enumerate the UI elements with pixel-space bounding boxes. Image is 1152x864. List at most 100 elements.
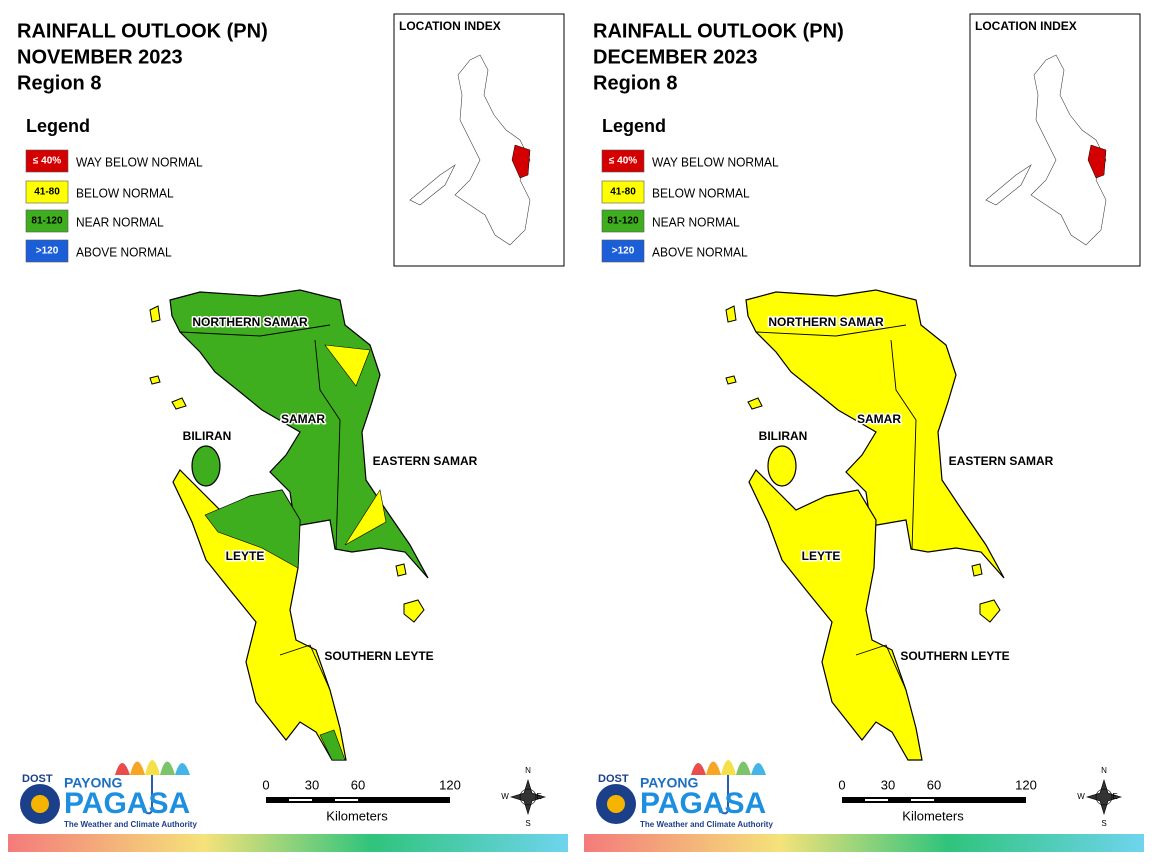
legend-swatch bbox=[601, 209, 645, 233]
province-boundary bbox=[855, 644, 907, 691]
region-highlight bbox=[1087, 144, 1107, 179]
islet bbox=[747, 397, 763, 410]
compass-letter: S bbox=[525, 819, 530, 828]
province-label: LEYTE bbox=[802, 549, 841, 563]
color-band bbox=[584, 834, 1144, 852]
biliran-island bbox=[191, 445, 221, 487]
compass-letter: N bbox=[1101, 766, 1107, 775]
title-line: RAINFALL OUTLOOK (PN) bbox=[593, 20, 844, 42]
scale-bar-gap bbox=[335, 799, 358, 801]
province-label: SOUTHERN LEYTE bbox=[900, 649, 1009, 663]
islet bbox=[149, 305, 161, 323]
umbrella-handle bbox=[144, 775, 153, 815]
legend-range: 81-120 bbox=[31, 216, 63, 227]
umbrella-panel bbox=[130, 761, 145, 775]
legend-label: NEAR NORMAL bbox=[76, 215, 164, 230]
biliran-island bbox=[767, 445, 797, 487]
province-label: SAMAR bbox=[857, 412, 901, 426]
islet bbox=[971, 563, 983, 577]
location-index-label: LOCATION INDEX bbox=[399, 19, 501, 33]
province-label: BILIRAN bbox=[183, 429, 232, 443]
outlook-zone bbox=[204, 489, 301, 569]
legend-range: ≤ 40% bbox=[33, 156, 61, 167]
dost-seal-inner bbox=[607, 795, 625, 813]
islet bbox=[725, 305, 737, 323]
philippines-outline bbox=[409, 54, 531, 246]
compass-letter: W bbox=[1077, 792, 1085, 801]
compass-letter: W bbox=[501, 792, 509, 801]
province-label: SAMAR bbox=[281, 412, 325, 426]
location-index-label: LOCATION INDEX bbox=[975, 19, 1077, 33]
legend-swatch bbox=[25, 180, 69, 204]
panel: RAINFALL OUTLOOK (PN) NOVEMBER 2023 Region… bbox=[8, 13, 568, 852]
logo-agency: DOST bbox=[22, 773, 53, 785]
province-label: SOUTHERN LEYTE bbox=[324, 649, 433, 663]
legend-title: Legend bbox=[26, 116, 90, 136]
umbrella-panel bbox=[175, 763, 190, 775]
outlook-zone bbox=[344, 489, 387, 546]
scale-unit: Kilometers bbox=[326, 808, 388, 823]
outlook-zone bbox=[319, 729, 346, 761]
umbrella-panel bbox=[721, 760, 736, 775]
legend-swatch bbox=[601, 239, 645, 263]
region-highlight bbox=[511, 144, 531, 179]
province-label: NORTHERN SAMAR bbox=[192, 315, 308, 329]
islet bbox=[725, 375, 737, 385]
province-boundary bbox=[314, 339, 341, 551]
scale-tick-label: 60 bbox=[351, 777, 365, 792]
scale-bar-gap bbox=[289, 799, 312, 801]
scale-tick-label: 120 bbox=[1015, 777, 1037, 792]
title-line: Region 8 bbox=[17, 72, 101, 94]
islet bbox=[149, 375, 161, 385]
legend-range: 81-120 bbox=[607, 216, 639, 227]
legend-swatch bbox=[601, 149, 645, 173]
philippines-outline bbox=[985, 54, 1107, 246]
compass-rose bbox=[509, 778, 547, 816]
province-boundary bbox=[755, 324, 907, 337]
dost-seal-inner bbox=[31, 795, 49, 813]
legend-range: >120 bbox=[36, 246, 59, 257]
scale-bar-gap bbox=[911, 799, 934, 801]
logo-agency: DOST bbox=[598, 773, 629, 785]
scale-tick-label: 60 bbox=[927, 777, 941, 792]
legend-label: WAY BELOW NORMAL bbox=[652, 155, 779, 170]
legend-swatch bbox=[25, 149, 69, 173]
color-band bbox=[8, 834, 568, 852]
legend-label: WAY BELOW NORMAL bbox=[76, 155, 203, 170]
compass-letter: S bbox=[1101, 819, 1106, 828]
islet bbox=[395, 563, 407, 577]
legend-swatch bbox=[25, 239, 69, 263]
legend-label: ABOVE NORMAL bbox=[76, 245, 172, 260]
leyte-island bbox=[748, 469, 923, 761]
compass-letter: E bbox=[536, 792, 541, 801]
logo-tagline: The Weather and Climate Authority bbox=[640, 820, 773, 829]
samar-island bbox=[745, 289, 1005, 579]
compass-ring bbox=[519, 788, 537, 806]
province-boundary bbox=[890, 339, 917, 551]
logo-brand-top: PAYONG bbox=[640, 775, 698, 791]
legend-swatch bbox=[25, 209, 69, 233]
title-line: DECEMBER 2023 bbox=[593, 46, 758, 68]
legend-label: BELOW NORMAL bbox=[652, 186, 750, 201]
province-label: NORTHERN SAMAR bbox=[768, 315, 884, 329]
islet bbox=[979, 599, 1001, 623]
outlook-zone bbox=[324, 344, 371, 387]
panel: RAINFALL OUTLOOK (PN) DECEMBER 2023 Region… bbox=[584, 13, 1144, 852]
legend-range: 41-80 bbox=[34, 187, 60, 198]
compass-rose bbox=[1085, 778, 1123, 816]
umbrella-panel bbox=[691, 763, 706, 775]
umbrella-handle bbox=[720, 775, 729, 815]
legend-swatch bbox=[601, 180, 645, 204]
province-boundary bbox=[179, 324, 331, 337]
legend-label: BELOW NORMAL bbox=[76, 186, 174, 201]
title-line: Region 8 bbox=[593, 72, 677, 94]
islet bbox=[171, 397, 187, 410]
province-label: BILIRAN bbox=[759, 429, 808, 443]
scale-tick-label: 0 bbox=[838, 777, 845, 792]
umbrella-panel bbox=[145, 760, 160, 775]
province-boundary bbox=[279, 644, 331, 691]
legend-range: 41-80 bbox=[610, 187, 636, 198]
legend-range: ≤ 40% bbox=[609, 156, 637, 167]
umbrella-panel bbox=[706, 761, 721, 775]
